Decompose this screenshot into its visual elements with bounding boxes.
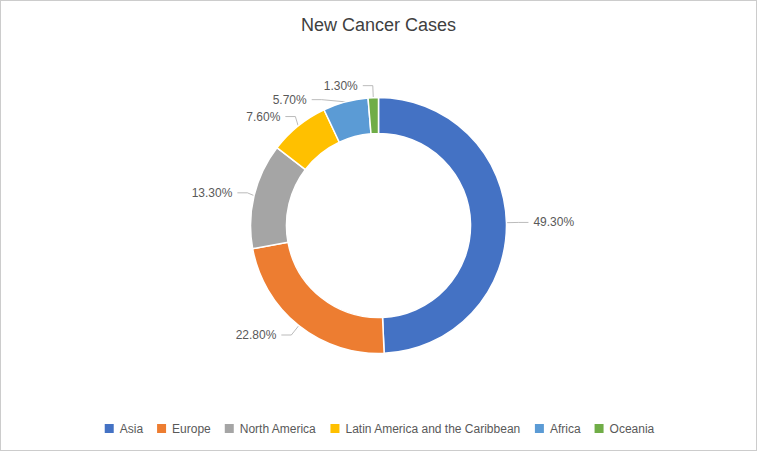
svg-text:22.80%: 22.80%: [236, 328, 277, 342]
svg-text:13.30%: 13.30%: [192, 186, 233, 200]
svg-text:5.70%: 5.70%: [273, 93, 307, 107]
svg-text:New Cancer Cases: New Cancer Cases: [301, 15, 456, 35]
svg-text:Latin America and the Caribbea: Latin America and the Caribbean: [345, 422, 520, 436]
svg-text:Europe: Europe: [172, 422, 211, 436]
svg-text:Africa: Africa: [550, 422, 581, 436]
svg-text:49.30%: 49.30%: [533, 215, 574, 229]
svg-text:7.60%: 7.60%: [246, 110, 280, 124]
svg-text:Oceania: Oceania: [610, 422, 655, 436]
svg-text:Asia: Asia: [120, 422, 144, 436]
svg-text:North America: North America: [240, 422, 316, 436]
svg-text:1.30%: 1.30%: [324, 79, 358, 93]
